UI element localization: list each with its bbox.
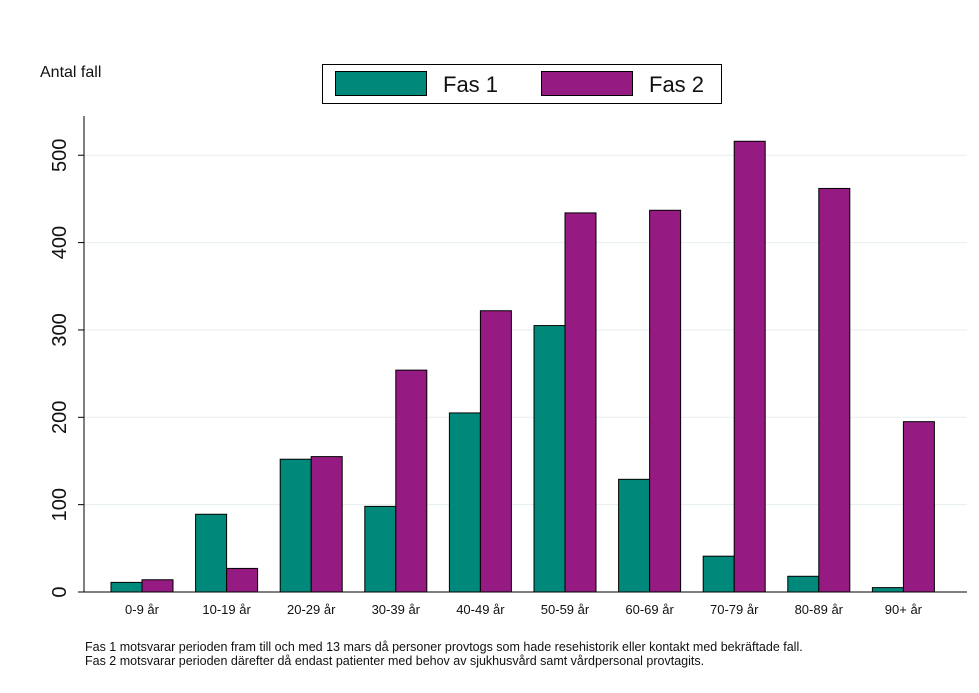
y-tick-label: 300	[49, 313, 71, 346]
bar-fas1	[871, 587, 904, 593]
y-tick-label: 500	[49, 139, 71, 172]
bar-fas1	[364, 505, 397, 593]
y-axis-title: Antal fall	[40, 64, 102, 81]
bar-fas2	[226, 567, 259, 593]
bar-fas1	[787, 575, 820, 593]
bar-fas1	[533, 325, 566, 593]
x-tick-label: 80-89 år	[795, 602, 844, 617]
bar-fas1	[195, 513, 228, 593]
footnote-line-2: Fas 2 motsvarar perioden därefter då end…	[85, 654, 705, 668]
legend-label-fas2: Fas 2	[649, 72, 705, 97]
x-tick-label: 10-19 år	[202, 602, 251, 617]
x-tick-label: 90+ år	[885, 602, 923, 617]
bar-fas2	[733, 140, 766, 593]
x-tick-label: 70-79 år	[710, 602, 759, 617]
bar-fas2	[564, 212, 597, 593]
legend: Fas 1 Fas 2	[322, 64, 722, 104]
bar-fas2	[902, 421, 935, 593]
bar-fas2	[649, 209, 682, 593]
y-tick-label: 400	[49, 226, 71, 259]
y-tick-label: 0	[49, 586, 71, 597]
x-tick-label: 60-69 år	[625, 602, 674, 617]
x-tick-label: 40-49 år	[456, 602, 505, 617]
bar-fas2	[141, 579, 174, 593]
bar-fas1	[279, 458, 312, 593]
bar-fas2	[310, 456, 343, 593]
bar-fas1	[110, 581, 143, 593]
bar-fas1	[618, 478, 651, 593]
bar-fas1	[702, 555, 735, 593]
bar-fas2	[479, 310, 512, 593]
x-tick-label: 30-39 år	[372, 602, 421, 617]
legend-swatch-fas2	[541, 71, 633, 96]
x-tick-label: 20-29 år	[287, 602, 336, 617]
x-tick-label: 0-9 år	[125, 602, 160, 617]
legend-swatch-fas1	[335, 71, 427, 96]
bar-fas1	[448, 412, 481, 593]
bar-chart: 0-9 år 10-19 år 20-29 år 30-39 år 40-49 år 50…	[49, 116, 967, 617]
legend-label-fas1: Fas 1	[443, 72, 499, 97]
bar-fas2	[818, 187, 851, 593]
x-tick-label: 50-59 år	[541, 602, 590, 617]
y-tick-label: 100	[49, 488, 71, 521]
footnote: Fas 1 motsvarar perioden fram till och m…	[85, 640, 803, 668]
bar-fas2	[395, 369, 428, 593]
footnote-line-1: Fas 1 motsvarar perioden fram till och m…	[85, 640, 803, 654]
y-tick-label: 200	[49, 401, 71, 434]
